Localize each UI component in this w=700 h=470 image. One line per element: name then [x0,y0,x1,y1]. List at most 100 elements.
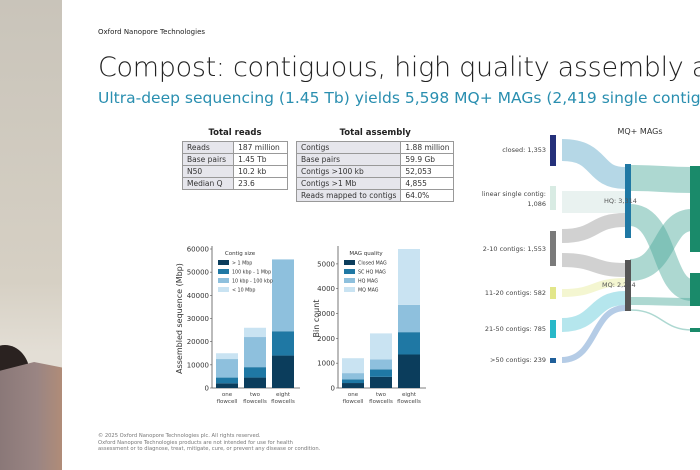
slide-title: Compost: contiguous, high quality assemb… [98,52,700,83]
y-tick-label: 0 [205,385,209,393]
legend-label: SC HQ MAG [358,270,386,276]
flow-mq-right3 [629,309,693,331]
node-2-10 [550,231,556,266]
contig-size-chart: 0 10000 20000 30000 40000 50000 60000 Assembled… [175,246,300,405]
cell-value: 64.0% [400,189,455,202]
table-row: N50 10.2 kb [181,165,288,178]
x-tick-label: one [348,392,359,398]
label-21-50: 21-50 contigs: 785 [485,325,546,333]
flow-2150-mq [561,291,626,332]
node-right-3 [690,328,700,332]
cell-label: Median Q [181,177,235,190]
y-tick-label: 4000 [317,285,335,293]
bar-segment [272,331,294,356]
flow-210-hq [561,213,626,243]
legend-swatch [218,269,229,274]
x-tick-label: flowcells [271,399,295,405]
node-closed [550,135,556,166]
table-row: Base pairs 59.9 Gb [295,153,455,166]
table-row: Contigs >1 Mb 4,855 [295,177,455,190]
flow-mq-right1 [628,209,694,281]
footer-legal: © 2025 Oxford Nanopore Technologies plc.… [98,433,320,453]
table-row: Reads mapped to contigs 64.0% [295,189,455,202]
x-tick-label: flowcells [397,399,421,405]
cell-value: 10.2 kb [233,165,288,178]
y-tick-label: 40000 [187,292,209,300]
x-tick-label: flowcells [369,399,393,405]
total-reads-table: Total reads Reads 187 million Base pairs 1.… [181,128,288,190]
brand-logo-text: Oxford Nanopore Technologies [98,28,206,36]
bar-segment [342,383,364,388]
cell-value: 52,053 [400,165,455,178]
legend-swatch [344,287,355,292]
bar-segment [342,373,364,380]
label-50plus: >50 contigs: 239 [490,356,546,364]
cell-label: Reads [181,141,235,154]
y-tick-label: 60000 [187,246,209,254]
bar-segment [398,249,420,305]
legend-title: MAG quality [349,251,383,257]
x-tick-label: flowcell [343,399,364,405]
cell-label: Reads mapped to contigs [295,189,402,202]
flow-closed-hq [561,139,626,189]
bar-segment [398,304,420,333]
cell-label: Contigs [295,141,402,154]
node-50plus [550,358,556,363]
cell-value: 1.88 million [400,141,455,154]
x-tick-label: two [250,392,261,398]
presenter-video [0,0,62,470]
y-tick-label: 20000 [187,338,209,346]
bar-segment [216,377,238,384]
bar-segment [244,337,266,368]
bar-segment [398,354,420,388]
bar-segment [272,259,294,332]
footer-line: Oxford Nanopore Technologies products ar… [98,439,293,446]
y-tick-label: 2000 [317,335,335,343]
footer-line: assessment or to diagnose, treat, mitiga… [98,446,321,452]
node-right-1 [690,166,700,252]
bar-segment [370,369,392,377]
table-row: Median Q 23.6 [181,177,288,190]
node-linear [550,186,556,210]
table-row: Reads 187 million [181,141,288,154]
y-axis-label: Bin count [312,300,321,338]
reads-table-title: Total reads [208,128,262,138]
bar-segment [244,327,266,338]
y-tick-label: 1000 [317,360,335,368]
bar-segment [216,383,238,388]
label-mq: MQ: 2,284 [602,281,636,289]
y-tick-label: 50000 [187,269,209,277]
label-closed: closed: 1,353 [502,146,546,154]
y-tick-label: 3000 [317,310,335,318]
x-tick-label: two [376,392,387,398]
cell-label: N50 [181,165,235,178]
node-mq [625,260,631,311]
flow-hq-right1 [629,165,693,193]
flow-210-mq [561,253,626,277]
bar-segment [370,333,392,360]
legend-swatch [218,287,229,292]
cell-value: 59.9 Gb [400,153,455,166]
cell-value: 4,855 [400,177,455,190]
label-linear-count: 1,086 [527,200,546,208]
bar-segment [216,353,238,360]
label-hq: HQ: 3,314 [604,197,637,205]
label-2-10: 2-10 contigs: 1,553 [483,245,546,253]
legend-swatch [218,278,229,283]
legend-swatch [344,260,355,265]
table-row: Contigs >100 kb 52,053 [295,165,455,178]
total-assembly-table: Total assembly Contigs 1.88 million Base p… [295,128,455,202]
bar-segment [342,379,364,384]
legend-swatch [344,278,355,283]
flow-hq-right2 [628,204,695,301]
bar-segment [272,355,294,388]
y-axis-label: Assembled sequence (Mbp) [175,263,184,374]
legend-label: HQ MAG [358,279,378,285]
x-tick-label: flowcells [243,399,267,405]
footer-line: © 2025 Oxford Nanopore Technologies plc.… [98,433,261,439]
cell-value: 23.6 [233,177,288,190]
x-tick-label: eight [402,392,417,398]
y-tick-label: 5000 [317,260,335,268]
node-right-2 [690,273,700,306]
